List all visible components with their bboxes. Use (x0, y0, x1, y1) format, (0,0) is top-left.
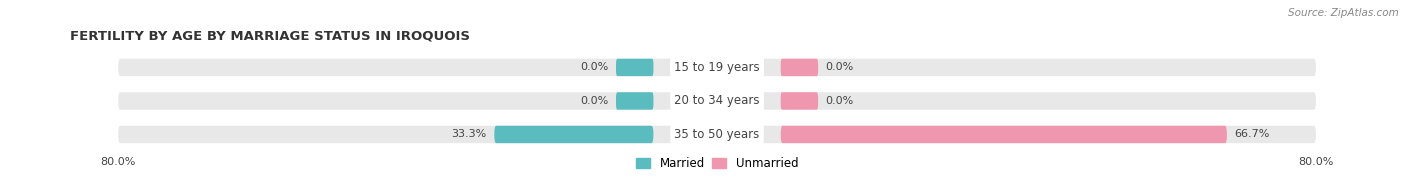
Text: 20 to 34 years: 20 to 34 years (675, 94, 759, 107)
Text: 0.0%: 0.0% (581, 96, 609, 106)
FancyBboxPatch shape (780, 126, 1227, 143)
Text: Source: ZipAtlas.com: Source: ZipAtlas.com (1288, 8, 1399, 18)
FancyBboxPatch shape (118, 59, 1316, 76)
Text: FERTILITY BY AGE BY MARRIAGE STATUS IN IROQUOIS: FERTILITY BY AGE BY MARRIAGE STATUS IN I… (70, 30, 470, 43)
Text: 0.0%: 0.0% (581, 63, 609, 73)
Text: 0.0%: 0.0% (825, 96, 853, 106)
Text: 33.3%: 33.3% (451, 129, 486, 139)
FancyBboxPatch shape (780, 92, 818, 110)
FancyBboxPatch shape (118, 92, 1316, 110)
FancyBboxPatch shape (780, 59, 818, 76)
FancyBboxPatch shape (495, 126, 654, 143)
Text: 0.0%: 0.0% (825, 63, 853, 73)
Text: 66.7%: 66.7% (1234, 129, 1270, 139)
FancyBboxPatch shape (118, 126, 1316, 143)
FancyBboxPatch shape (616, 92, 654, 110)
Text: 15 to 19 years: 15 to 19 years (675, 61, 759, 74)
Text: 35 to 50 years: 35 to 50 years (675, 128, 759, 141)
FancyBboxPatch shape (616, 59, 654, 76)
Legend: Married, Unmarried: Married, Unmarried (636, 157, 799, 170)
